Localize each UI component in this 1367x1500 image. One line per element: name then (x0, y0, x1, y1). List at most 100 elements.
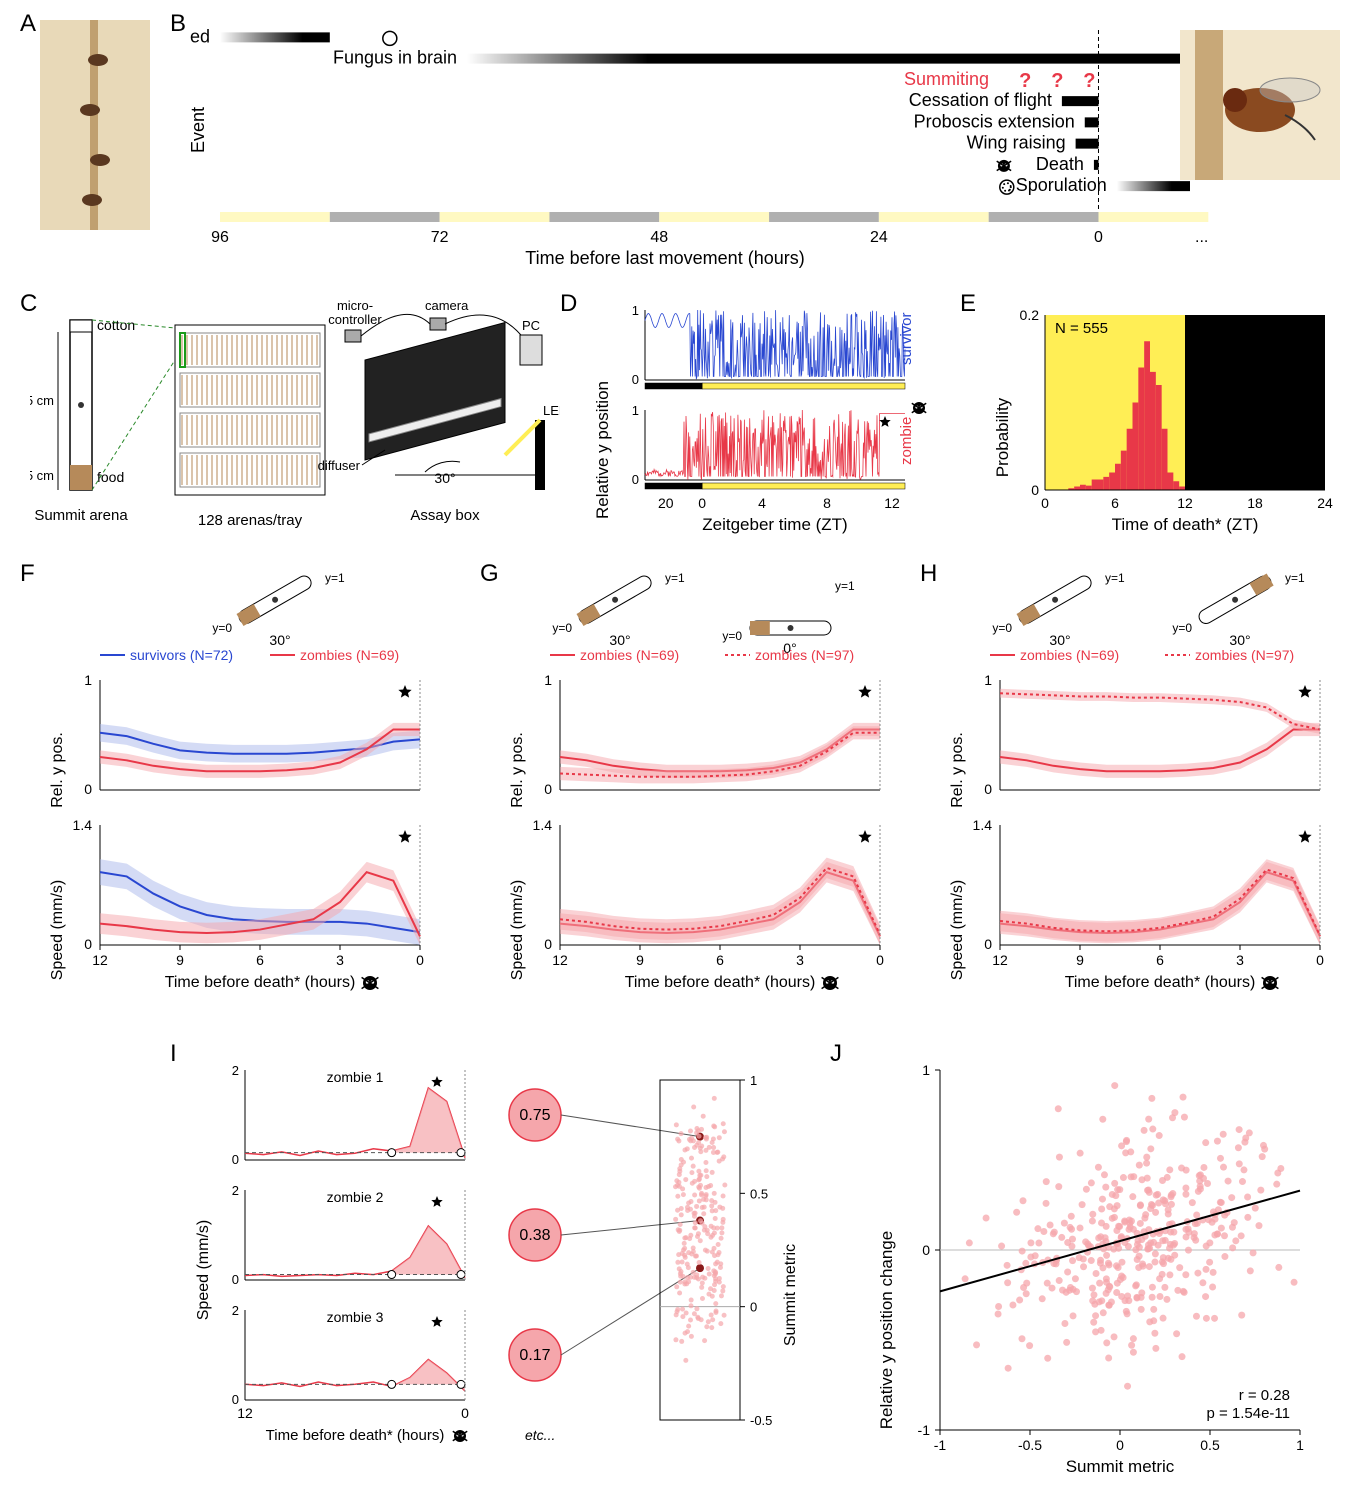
svg-text:12: 12 (92, 952, 108, 968)
svg-text:zombie 1: zombie 1 (327, 1069, 384, 1085)
svg-text:0: 0 (750, 1300, 757, 1315)
svg-text:zombie: zombie (898, 417, 915, 465)
svg-text:0: 0 (416, 952, 424, 968)
svg-text:0: 0 (1116, 1437, 1124, 1453)
svg-text:Summit arena: Summit arena (34, 507, 128, 524)
svg-text:2: 2 (232, 1303, 239, 1318)
svg-text:30°: 30° (1229, 632, 1250, 648)
svg-text:Time before death* (hours): Time before death* (hours) (165, 974, 356, 991)
panel-label-B: B (170, 10, 186, 38)
svg-text:9: 9 (176, 952, 184, 968)
svg-text:y=1: y=1 (1105, 571, 1125, 585)
svg-text:30°: 30° (609, 632, 630, 648)
panel-label-D: D (560, 290, 577, 318)
svg-text:0: 0 (1316, 952, 1324, 968)
svg-text:zombies (N=69): zombies (N=69) (580, 647, 679, 663)
svg-text:Time of death* (ZT): Time of death* (ZT) (1112, 515, 1259, 534)
panel-label-A: A (20, 10, 36, 38)
svg-text:6: 6 (256, 952, 264, 968)
svg-text:0: 0 (984, 936, 992, 952)
svg-text:24: 24 (1317, 495, 1333, 511)
svg-text:48: 48 (650, 229, 668, 246)
svg-text:0: 0 (232, 1152, 239, 1167)
svg-text:0: 0 (544, 936, 552, 952)
svg-text:0: 0 (1041, 495, 1049, 511)
panel-label-E: E (960, 290, 976, 318)
svg-text:12: 12 (237, 1405, 253, 1421)
svg-text:y=0: y=0 (722, 629, 742, 643)
svg-text:0.5: 0.5 (1200, 1437, 1220, 1453)
svg-text:zombies (N=97): zombies (N=97) (755, 647, 854, 663)
svg-text:96: 96 (211, 229, 229, 246)
svg-text:Cessation of flight: Cessation of flight (909, 90, 1052, 110)
svg-text:3: 3 (796, 952, 804, 968)
svg-text:30°: 30° (434, 470, 455, 486)
svg-text:2: 2 (232, 1183, 239, 1198)
svg-text:1.4: 1.4 (533, 817, 553, 833)
svg-text:Rel. y pos.: Rel. y pos. (49, 732, 66, 808)
panel-C-diagram: cottonfood6.5 cm0.5 cmSummit arena128 ar… (30, 300, 560, 550)
svg-text:6.5 cm: 6.5 cm (30, 393, 54, 408)
svg-text:1: 1 (84, 672, 92, 688)
svg-text:0: 0 (1094, 229, 1103, 246)
panel-H-chart: 30°y=0y=130°y=0y=1zombies (N=69)zombies … (940, 570, 1360, 1030)
svg-text:food: food (97, 469, 124, 485)
svg-text:Relative y position change: Relative y position change (877, 1231, 896, 1429)
panel-J-scatter: -1-0.500.51-101Summit metricRelative y p… (870, 1050, 1340, 1490)
svg-text:1: 1 (984, 672, 992, 688)
panel-B-timeline: EventExposedFungus in brainSummiting???C… (190, 20, 1350, 270)
panel-label-G: G (480, 560, 499, 588)
svg-text:camera: camera (425, 300, 469, 313)
svg-text:0.5: 0.5 (750, 1186, 768, 1201)
panel-label-J: J (830, 1040, 842, 1068)
svg-text:0: 0 (922, 1242, 930, 1258)
svg-text:0: 0 (876, 952, 884, 968)
svg-text:0: 0 (984, 781, 992, 797)
svg-text:2: 2 (232, 1063, 239, 1078)
svg-text:1: 1 (632, 303, 639, 318)
svg-text:1: 1 (750, 1073, 757, 1088)
svg-text:zombies (N=69): zombies (N=69) (300, 647, 399, 663)
svg-text:r = 0.28: r = 0.28 (1239, 1387, 1290, 1404)
svg-text:0.17: 0.17 (519, 1347, 550, 1364)
svg-text:12: 12 (884, 495, 900, 511)
svg-text:?: ? (1019, 70, 1031, 92)
svg-text:0: 0 (461, 1405, 469, 1421)
svg-text:...: ... (1195, 229, 1208, 246)
svg-text:0: 0 (1031, 482, 1039, 498)
svg-text:0.5 cm: 0.5 cm (30, 468, 54, 483)
svg-text:0: 0 (544, 781, 552, 797)
panel-F-chart: 30°y=0y=1survivors (N=72)zombies (N=69)1… (40, 570, 460, 1030)
svg-text:Summit metric: Summit metric (782, 1244, 799, 1346)
svg-text:Summit metric: Summit metric (1066, 1457, 1175, 1476)
svg-text:3: 3 (1236, 952, 1244, 968)
svg-text:y=1: y=1 (1285, 571, 1305, 585)
svg-text:72: 72 (431, 229, 449, 246)
svg-text:y=0: y=0 (212, 621, 232, 635)
svg-text:Speed (mm/s): Speed (mm/s) (49, 880, 66, 980)
svg-text:zombies (N=97): zombies (N=97) (1195, 647, 1294, 663)
svg-text:4: 4 (758, 495, 766, 511)
svg-text:y=0: y=0 (552, 621, 572, 635)
panel-label-H: H (920, 560, 937, 588)
svg-text:PC: PC (522, 318, 540, 333)
svg-text:zombie 2: zombie 2 (327, 1189, 384, 1205)
panel-B-fly-photo (1180, 30, 1340, 180)
svg-text:Relative y position: Relative y position (593, 381, 612, 519)
svg-text:Rel. y pos.: Rel. y pos. (509, 732, 526, 808)
panel-A-photo (40, 20, 150, 230)
svg-text:30°: 30° (1049, 632, 1070, 648)
svg-text:?: ? (1051, 70, 1063, 92)
svg-text:12: 12 (1177, 495, 1193, 511)
svg-text:0.75: 0.75 (519, 1107, 550, 1124)
panel-D-traces: 10survivor10zombieRelative y position200… (590, 300, 950, 550)
svg-text:Zeitgeber time (ZT): Zeitgeber time (ZT) (702, 515, 847, 534)
svg-text:1.4: 1.4 (973, 817, 993, 833)
svg-text:9: 9 (1076, 952, 1084, 968)
svg-text:etc...: etc... (525, 1427, 555, 1443)
svg-text:1: 1 (922, 1062, 930, 1078)
svg-text:Time before last movement (hou: Time before last movement (hours) (525, 248, 804, 268)
svg-text:y=0: y=0 (992, 621, 1012, 635)
svg-text:Speed (mm/s): Speed (mm/s) (509, 880, 526, 980)
svg-text:0: 0 (632, 472, 639, 487)
